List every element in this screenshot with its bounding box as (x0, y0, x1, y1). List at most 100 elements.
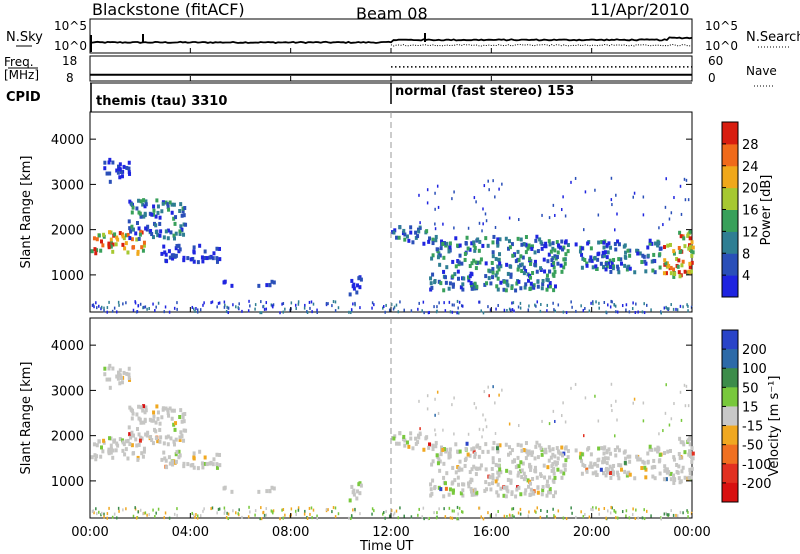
power-echo-cell (574, 176, 577, 180)
colorbar-frame (721, 329, 739, 503)
power-echo-cell (570, 180, 572, 184)
velocity-echo-cell (132, 514, 135, 518)
power-echo-cell (127, 169, 131, 174)
velocity-echo-cell (514, 465, 518, 470)
power-echo-cell (437, 205, 440, 209)
power-echo-cell (580, 265, 584, 270)
velocity-echo-cell (640, 466, 644, 471)
velocity-echo-cell (504, 442, 508, 447)
velocity-echo-cell (164, 435, 168, 440)
power-echo-cell (603, 300, 606, 304)
velocity-echo-cell (439, 452, 443, 457)
power-echo-cell (505, 262, 509, 267)
velocity-echo-cell (494, 479, 498, 484)
power-echo-cell (289, 308, 291, 312)
power-echo-cell (260, 300, 262, 304)
power-echo-cell (646, 253, 650, 258)
power-echo-cell (189, 257, 193, 262)
power-echo-cell (597, 240, 601, 245)
velocity-echo-cell (542, 463, 546, 468)
velocity-echo-cell (616, 418, 618, 422)
velocity-echo-cell (555, 446, 559, 451)
power-echo-cell (420, 227, 422, 231)
power-echo-cell (208, 255, 212, 260)
velocity-echo-cell (359, 483, 363, 488)
power-echo-cell (510, 286, 514, 291)
power-echo-cell (146, 307, 148, 311)
power-echo-cell (156, 233, 160, 238)
power-echo-cell (588, 258, 592, 263)
power-echo-cell (641, 253, 645, 258)
noise-search-trace (390, 43, 693, 47)
power-echo-cell (136, 251, 140, 256)
power-echo-cell (488, 269, 492, 274)
velocity-echo-cell (456, 517, 458, 521)
velocity-echo-cell (605, 448, 609, 453)
power-echo-cell (648, 238, 652, 243)
velocity-echo-cell (553, 475, 557, 480)
velocity-echo-cell (456, 505, 459, 509)
power-echo-cell (578, 249, 582, 254)
velocity-echo-cell (95, 454, 99, 459)
power-echo-cell (531, 284, 535, 289)
velocity-echo-cell (580, 452, 584, 457)
y-tick-label: 4000 (51, 339, 84, 354)
velocity-echo-cell (103, 512, 105, 516)
velocity-echo-cell (552, 494, 556, 499)
power-echo-cell (218, 257, 222, 262)
frequency-left-tick-top: 18 (62, 54, 77, 68)
power-echo-cell (633, 270, 637, 275)
velocity-echo-cell (141, 408, 145, 413)
power-echo-cell (464, 241, 468, 246)
power-echo-cell (137, 236, 141, 241)
power-echo-cell (644, 269, 648, 274)
power-echo-cell (621, 304, 624, 308)
power-echo-cell (422, 241, 426, 246)
power-echo-cell (463, 252, 467, 257)
velocity-echo-cell (294, 509, 297, 513)
velocity-echo-cell (174, 421, 178, 426)
velocity-echo-cell (483, 488, 487, 493)
power-echo-cell (524, 235, 528, 240)
velocity-echo-cell (192, 465, 196, 470)
velocity-echo-cell (382, 512, 384, 516)
velocity-echo-cell (447, 455, 451, 460)
power-echo-cell (608, 265, 612, 270)
velocity-echo-cell (691, 451, 695, 456)
velocity-echo-cell (265, 513, 268, 517)
power-echo-cell (121, 232, 125, 237)
velocity-echo-cell (237, 512, 239, 516)
power-echo-cell (384, 310, 386, 314)
power-echo-cell (556, 243, 560, 248)
power-echo-cell (491, 275, 495, 280)
velocity-echo-cell (111, 366, 115, 371)
power-echo-cell (472, 258, 476, 263)
power-echo-cell (658, 226, 660, 230)
power-echo-cell (270, 303, 273, 307)
power-echo-cell (605, 242, 609, 247)
velocity-echo-cell (448, 506, 451, 510)
velocity-echo-cell (388, 514, 391, 518)
power-echo-cell (215, 259, 219, 264)
velocity-echo-cell (496, 470, 500, 475)
velocity-echo-cell (441, 447, 445, 452)
velocity-echo-cell (497, 473, 501, 478)
velocity-echo-cell (625, 473, 629, 478)
power-echo-cell (216, 305, 218, 309)
velocity-echo-cell (111, 448, 115, 453)
power-echo-cell (553, 269, 557, 274)
power-echo-cell (547, 239, 551, 244)
velocity-echo-cell (497, 509, 499, 513)
velocity-echo-cell (673, 477, 677, 482)
power-echo-cell (672, 251, 676, 256)
velocity-echo-cell (582, 434, 585, 438)
velocity-echo-cell (631, 513, 634, 517)
colorbar-segment (722, 275, 738, 298)
power-echo-cell (498, 261, 502, 266)
velocity-echo-cell (485, 487, 489, 492)
power-echo-cell (540, 286, 544, 291)
velocity-echo-cell (664, 477, 668, 482)
velocity-echo-cell (189, 463, 193, 468)
power-echo-cell (124, 233, 128, 238)
power-echo-cell (407, 238, 411, 243)
